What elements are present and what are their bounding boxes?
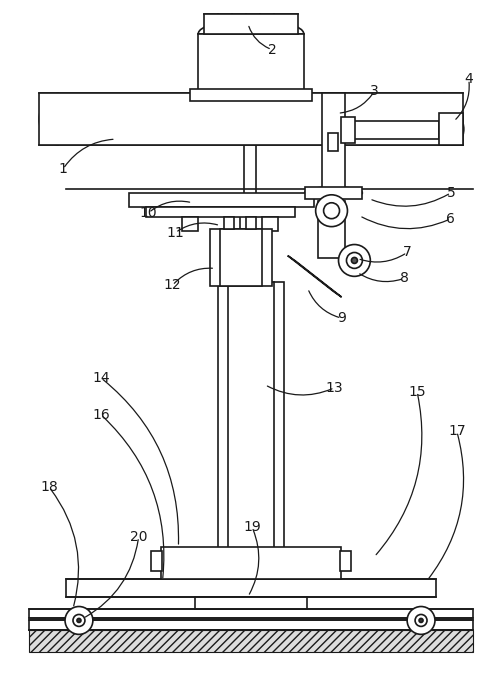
Bar <box>182 217 198 231</box>
Bar <box>220 229 262 287</box>
Text: 11: 11 <box>166 225 184 240</box>
Text: 8: 8 <box>399 272 408 285</box>
Bar <box>198 34 303 94</box>
Circle shape <box>315 195 347 227</box>
Text: 17: 17 <box>447 424 465 439</box>
Text: 7: 7 <box>402 246 411 259</box>
Bar <box>245 217 256 229</box>
Text: 1: 1 <box>59 162 67 176</box>
Bar <box>304 187 362 199</box>
Text: 18: 18 <box>40 480 58 494</box>
Bar <box>66 579 435 597</box>
Text: 13: 13 <box>325 381 343 394</box>
Polygon shape <box>287 255 341 297</box>
Bar <box>327 133 337 151</box>
Bar <box>160 547 341 579</box>
Bar <box>29 621 472 630</box>
Text: 19: 19 <box>242 520 261 534</box>
Text: 14: 14 <box>92 371 109 385</box>
Text: 4: 4 <box>463 73 472 86</box>
Circle shape <box>418 619 422 623</box>
Circle shape <box>414 614 426 627</box>
Bar <box>224 217 233 229</box>
Text: 16: 16 <box>92 407 110 422</box>
Bar <box>128 193 313 206</box>
Bar <box>39 94 462 145</box>
Circle shape <box>406 606 434 634</box>
Circle shape <box>65 606 93 634</box>
Text: 20: 20 <box>130 530 147 544</box>
Text: 3: 3 <box>369 84 378 98</box>
Bar <box>218 282 283 579</box>
Bar <box>438 113 462 145</box>
Bar <box>204 14 297 34</box>
Bar <box>150 551 162 571</box>
Bar <box>317 201 345 259</box>
Circle shape <box>323 203 339 219</box>
Circle shape <box>73 614 85 627</box>
Bar <box>145 206 294 217</box>
Bar <box>29 630 472 653</box>
Text: 2: 2 <box>267 43 276 56</box>
Circle shape <box>346 253 362 268</box>
Circle shape <box>338 244 370 276</box>
Bar <box>321 94 345 193</box>
Text: 15: 15 <box>407 385 425 399</box>
Text: 10: 10 <box>139 206 157 220</box>
Bar <box>29 608 472 619</box>
Bar <box>210 229 272 287</box>
Text: 12: 12 <box>163 278 181 292</box>
Bar <box>262 217 277 231</box>
Text: 5: 5 <box>445 186 454 200</box>
Bar <box>345 122 438 139</box>
Bar <box>341 117 355 143</box>
Text: 6: 6 <box>445 212 454 225</box>
Circle shape <box>77 619 81 623</box>
Circle shape <box>351 257 357 263</box>
Text: 9: 9 <box>336 311 345 325</box>
Bar <box>339 551 351 571</box>
Bar <box>190 90 311 101</box>
Bar <box>195 597 306 608</box>
